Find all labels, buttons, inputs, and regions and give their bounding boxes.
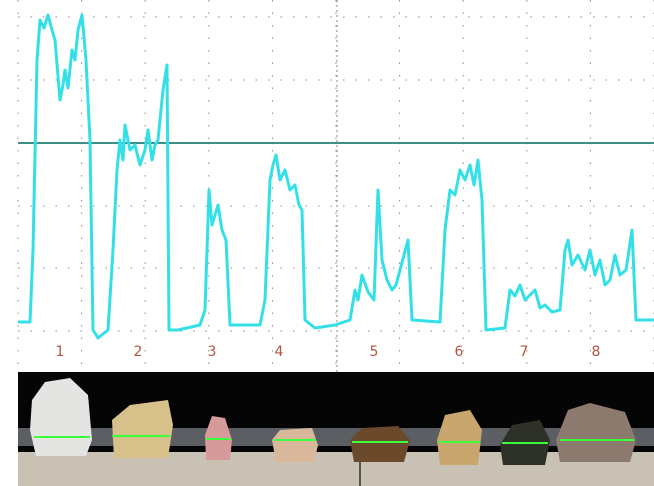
segment-label: 5 — [370, 344, 379, 360]
rock — [556, 403, 636, 462]
shelf — [18, 452, 654, 486]
segment-label: 2 — [134, 344, 143, 360]
segment-label: 4 — [275, 344, 284, 360]
segment-label: 3 — [208, 344, 217, 360]
segment-label: 8 — [592, 344, 601, 360]
rock — [350, 426, 410, 462]
rock-photo — [18, 372, 654, 486]
segment-label: 6 — [455, 344, 464, 360]
segment-label: 7 — [520, 344, 529, 360]
rock — [272, 428, 318, 462]
scope-scene: 1 2 3 4 5 6 7 8 — [0, 0, 654, 486]
segment-label: 1 — [56, 344, 65, 360]
